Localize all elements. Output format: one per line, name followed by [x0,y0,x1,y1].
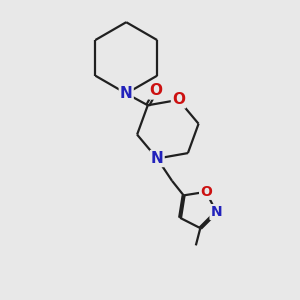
Text: N: N [151,151,164,166]
Text: O: O [149,83,162,98]
Text: O: O [200,185,212,199]
Text: O: O [172,92,185,107]
Text: N: N [211,205,222,219]
Text: N: N [120,86,133,101]
